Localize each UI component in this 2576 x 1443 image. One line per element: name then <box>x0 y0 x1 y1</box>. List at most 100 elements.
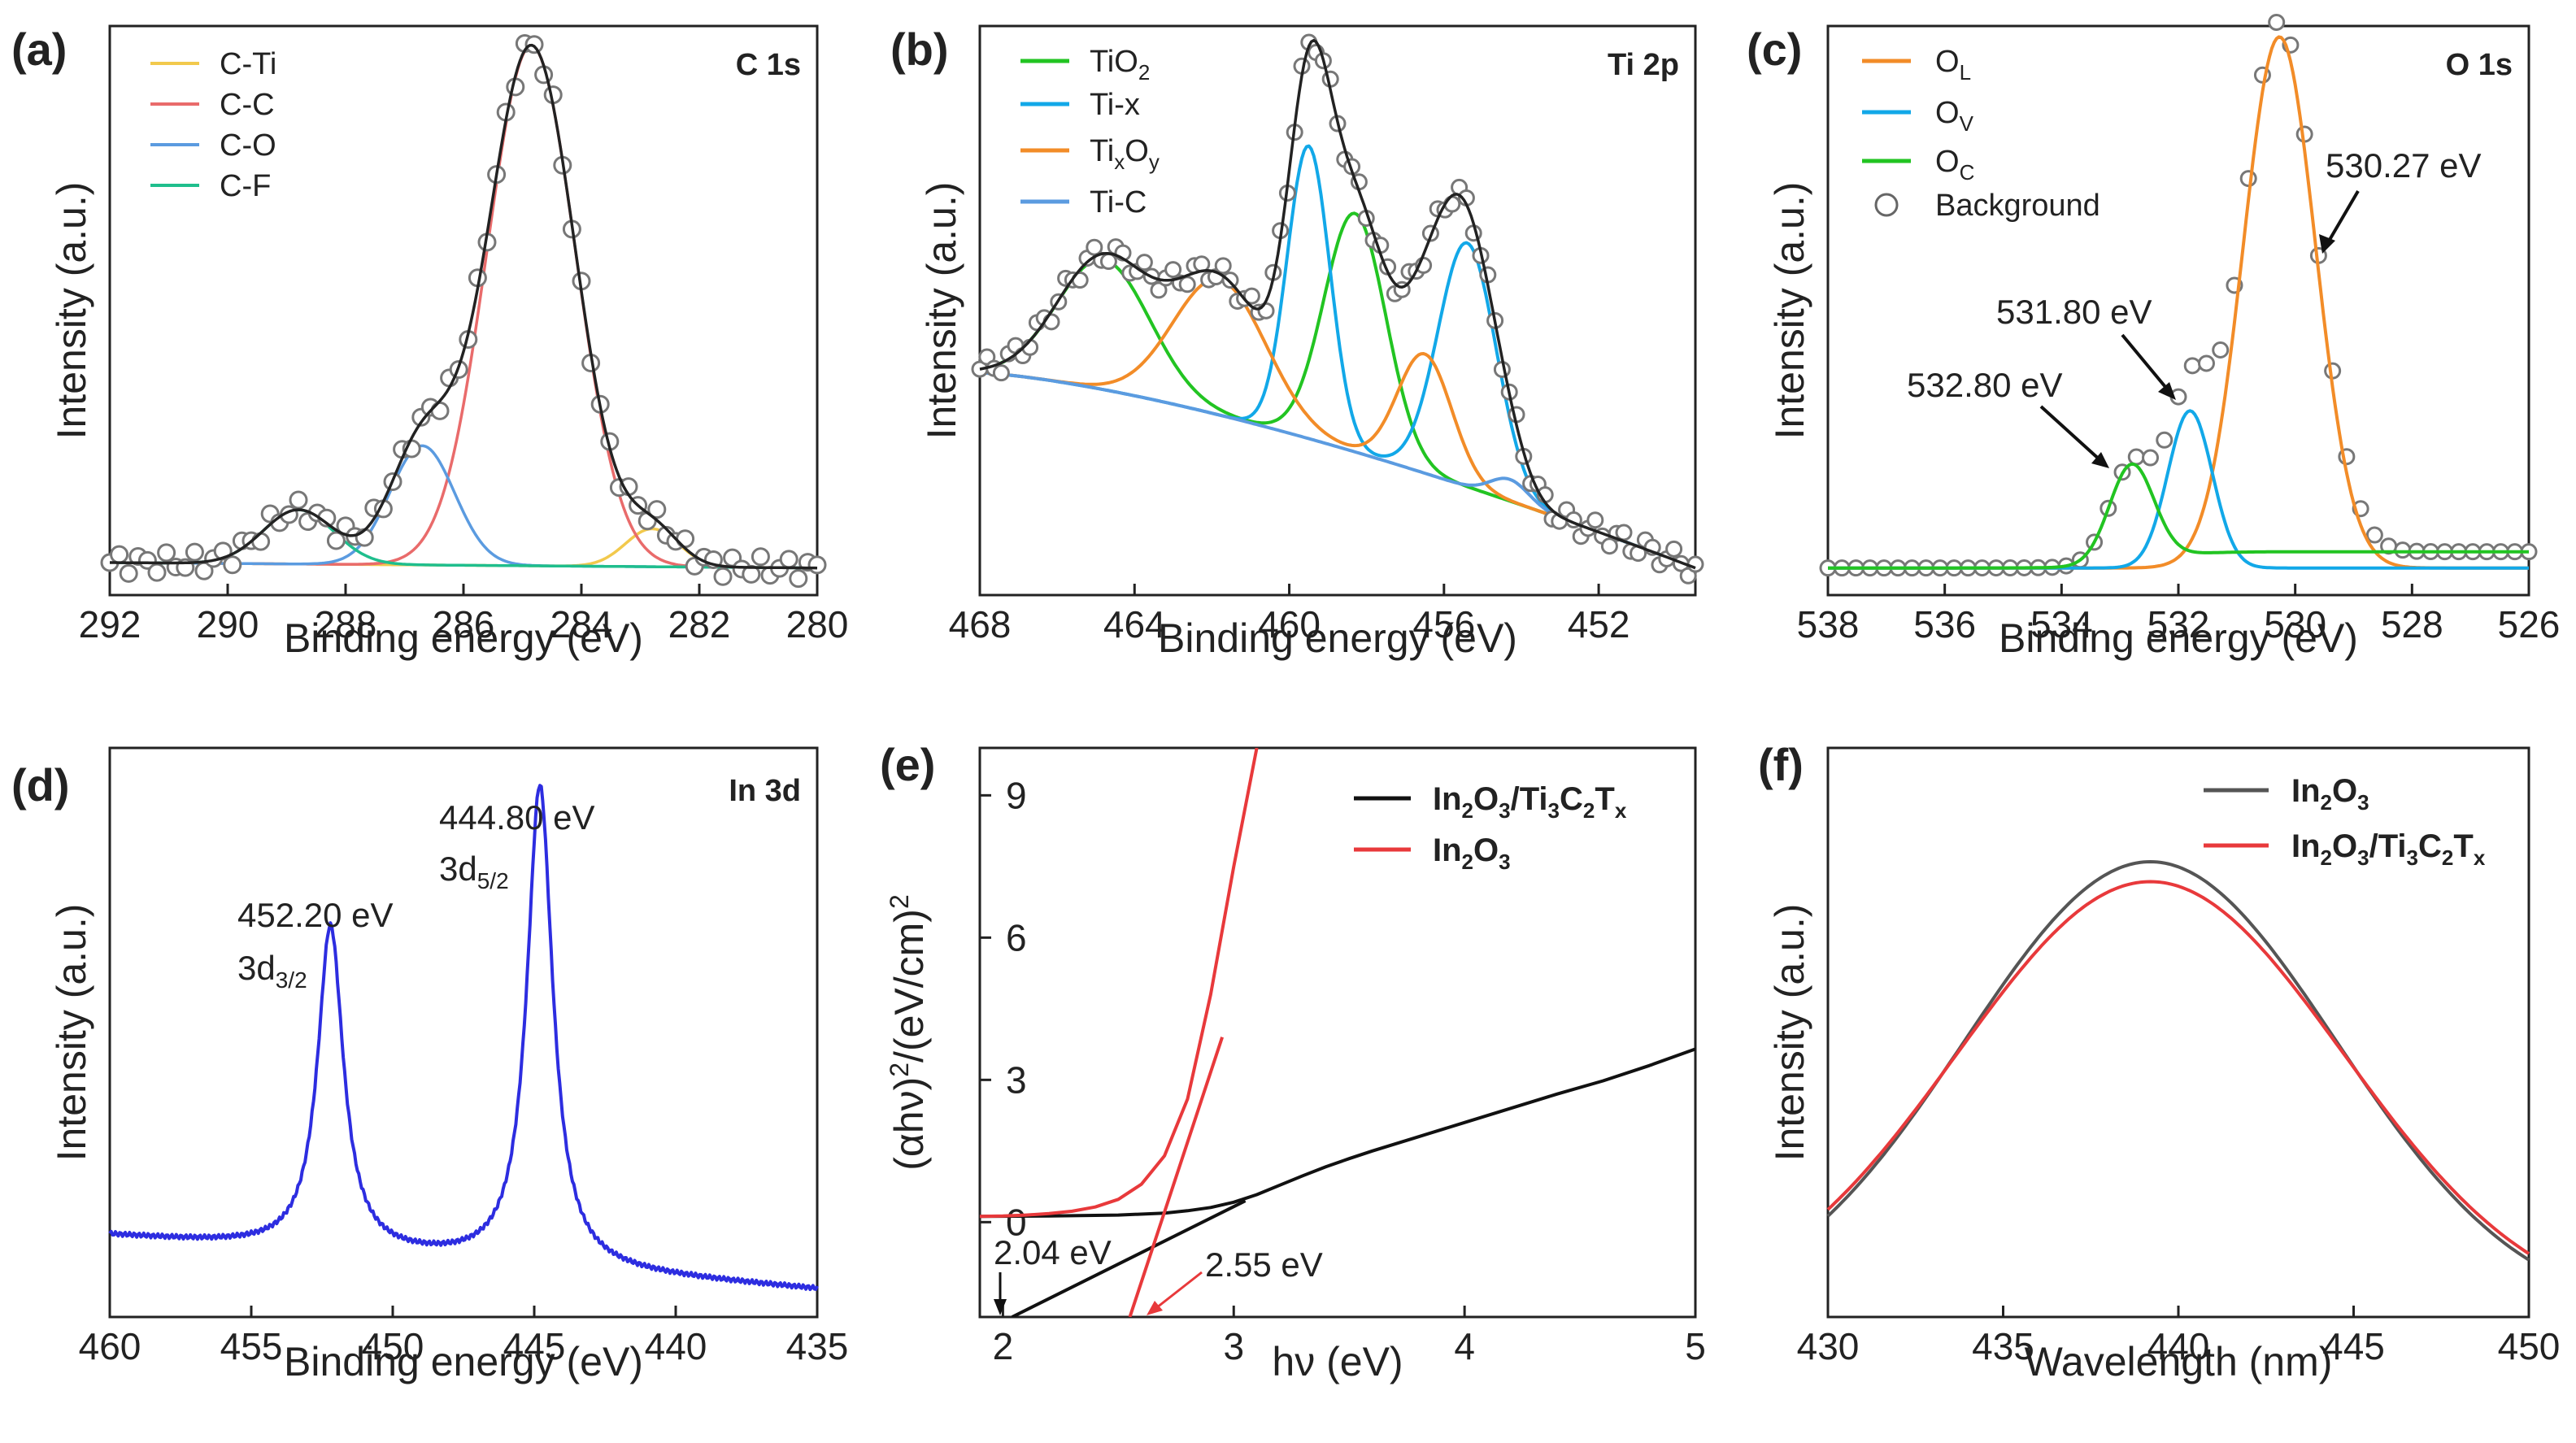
y-tick-label: 9 <box>1006 774 1027 816</box>
data-marker <box>1257 302 1275 319</box>
data-marker <box>1086 238 1103 256</box>
component-ol <box>1828 35 2529 570</box>
panel-f: (f) 430 435 440 445 450 In2O3 In2O3/Ti3C2Tx … <box>1758 739 2560 1384</box>
x-tick-label: 460 <box>79 1325 141 1367</box>
data-marker <box>2197 354 2215 372</box>
data-marker <box>1686 555 1704 573</box>
x-tick-label: 456 <box>1412 603 1475 645</box>
x-tick-label: 445 <box>503 1325 566 1367</box>
x-tick-label: 284 <box>550 603 613 645</box>
data-marker <box>1586 511 1604 529</box>
panel-f-xlabel: Wavelength (nm) <box>2025 1339 2333 1384</box>
x-tick-label: 445 <box>2322 1325 2385 1367</box>
envelope-fit <box>110 43 818 570</box>
panel-b-xlabel: Binding energy (eV) <box>1158 615 1517 661</box>
panel-a-xlabel: Binding energy (eV) <box>284 615 643 661</box>
data-marker <box>2127 448 2145 466</box>
data-marker <box>289 490 308 510</box>
x-tick-label: 435 <box>1972 1325 2034 1367</box>
legend-label-in2o3-ti3c2tx: In2O3/Ti3C2Tx <box>1433 781 1627 823</box>
data-marker <box>157 543 176 563</box>
panel-f-legend: In2O3 In2O3/Ti3C2Tx <box>2204 773 2486 870</box>
data-marker <box>992 364 1010 382</box>
data-marker <box>2142 449 2160 467</box>
data-marker <box>1600 537 1618 555</box>
x-tick-label: 2 <box>993 1325 1014 1367</box>
legend-label-ti-c: Ti-C <box>1090 185 1147 219</box>
x-tick-label: 3 <box>1223 1325 1244 1367</box>
panel-d-label: (d) <box>11 759 70 811</box>
x-tick-label: 530 <box>2264 603 2326 645</box>
annotation-arrow-532-80 <box>2039 405 2104 463</box>
data-marker <box>1221 272 1239 289</box>
annotation-3d32: 3d3/2 <box>237 949 307 993</box>
legend-label-c-ti: C-Ti <box>220 47 276 81</box>
data-marker <box>1150 281 1168 299</box>
data-marker <box>1099 253 1117 271</box>
data-marker <box>2156 431 2174 449</box>
x-tick-label: 455 <box>220 1325 283 1367</box>
data-marker <box>2268 13 2286 31</box>
legend-label-f-in2o3: In2O3 <box>2291 773 2369 815</box>
legend-label-tixoy: TixOy <box>1090 134 1160 174</box>
panel-b-frame <box>978 24 1697 597</box>
annotation-2-04: 2.04 eV <box>994 1233 1112 1271</box>
data-marker <box>713 567 733 586</box>
data-marker <box>110 545 129 564</box>
x-tick-label: 286 <box>433 603 495 645</box>
panel-b-legend: TiO2 Ti-x TixOy Ti-C <box>1020 45 1160 219</box>
data-marker <box>751 547 770 567</box>
annotation-530-27: 530.27 eV <box>2326 146 2482 185</box>
panel-d-ylabel: Intensity (a.u.) <box>49 904 94 1162</box>
legend-label-tio2: TiO2 <box>1090 45 1150 85</box>
x-tick-label: 5 <box>1685 1325 1706 1367</box>
annotation-452-20: 452.20 eV <box>237 896 394 934</box>
x-tick-label: 450 <box>362 1325 424 1367</box>
series-in2o3-ti3c2tx <box>980 1047 1695 1219</box>
panel-c-label: (c) <box>1747 24 1802 75</box>
annotation-arrowhead-2-04 <box>994 1299 1007 1315</box>
series-in2o3 <box>980 748 1259 1219</box>
data-marker <box>137 550 157 570</box>
legend-label-ol: OL <box>1935 45 1971 85</box>
legend-label-ov: OV <box>1935 96 1974 136</box>
data-marker <box>326 531 346 550</box>
legend-label-c-o: C-O <box>220 128 276 163</box>
y-tick-label: 3 <box>1006 1058 1027 1101</box>
panel-d-frame <box>108 746 819 1319</box>
x-tick-label: 280 <box>786 603 849 645</box>
x-tick-label: 440 <box>2147 1325 2210 1367</box>
x-tick-label: 282 <box>668 603 731 645</box>
data-marker <box>2212 341 2230 359</box>
annotation-arrowhead-2-55 <box>1147 1301 1163 1315</box>
data-marker <box>2183 357 2201 375</box>
legend-label-oc: OC <box>1935 145 1974 185</box>
panel-f-ylabel: Intensity (a.u.) <box>1767 904 1812 1162</box>
legend-label-f-in2o3-ti3c2tx: In2O3/Ti3C2Tx <box>2291 828 2486 870</box>
panel-a-ylabel: Intensity (a.u.) <box>49 182 94 440</box>
panel-a-legend: C-Ti C-C C-O C-F <box>150 47 276 203</box>
panel-e: (e) 2 3 4 5 0 3 6 9 In2O3/Ti3C2Tx In2O3 2.04 eV… <box>880 739 1706 1384</box>
data-marker <box>223 555 242 575</box>
panel-e-plot-area <box>980 748 1695 1317</box>
panel-e-ylabel: (αhν)2/(eV/cm)2 <box>885 894 932 1171</box>
data-marker <box>185 542 204 562</box>
panel-e-annotations: 2.04 eV 2.55 eV <box>994 1233 1323 1315</box>
x-tick-label: 440 <box>645 1325 707 1367</box>
legend-label-c-f: C-F <box>220 169 271 203</box>
panel-d-xlabel: Binding energy (eV) <box>284 1339 643 1384</box>
panel-c: (c) O 1s 538 536 534 532 530 528 526 OL OV OC … <box>1747 13 2560 661</box>
data-marker <box>524 35 544 54</box>
x-tick-label: 464 <box>1103 603 1166 645</box>
data-marker <box>1178 276 1196 293</box>
component-ti-x <box>980 144 1696 570</box>
data-marker <box>647 500 667 519</box>
x-tick-label: 288 <box>315 603 377 645</box>
panel-d-title: In 3d <box>729 774 801 808</box>
series-in2o3-ti3c2tx <box>1826 880 2530 1255</box>
panel-a: (a) C 1s 292 290 288 286 284 282 280 C-Ti C-C … <box>11 24 848 661</box>
x-tick-label: 534 <box>2030 603 2093 645</box>
panel-a-title: C 1s <box>736 48 801 82</box>
x-tick-label: 452 <box>1568 603 1630 645</box>
